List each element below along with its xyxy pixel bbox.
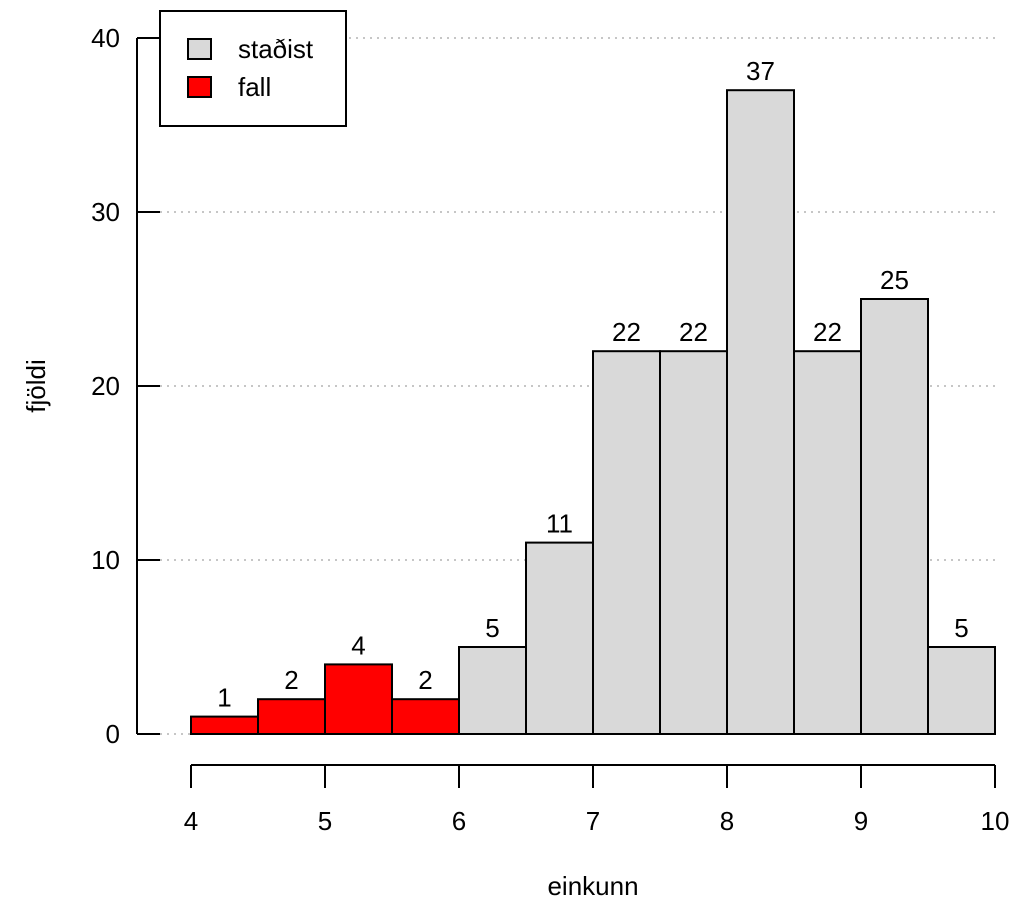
bar-staðist [525,541,594,735]
bar-value-label: 2 [284,665,298,695]
bar-value-label: 5 [485,613,499,643]
bar-value-label: 5 [954,613,968,643]
y-axis-title: fjöldi [21,359,51,412]
bar-fall [324,663,393,736]
bar-staðist [458,646,527,735]
bar-staðist [592,350,661,735]
bar-value-label: 22 [813,317,842,347]
bar-value-label: 22 [679,317,708,347]
y-tick-label: 20 [91,371,120,401]
legend-swatch [187,76,212,98]
x-tick-label: 8 [720,806,734,836]
x-tick-label: 4 [184,806,198,836]
x-axis: 4 5 6 7 8 9 10 [184,764,1010,836]
legend-label: staðist [238,34,314,64]
y-tick-label: 0 [106,719,120,749]
bar-staðist [659,350,728,735]
x-axis-title: einkunn [547,871,638,901]
bar-staðist [793,350,862,735]
x-tick-label: 6 [452,806,466,836]
bar-value-label: 22 [612,317,641,347]
bars [190,89,996,736]
bar-value-label: 25 [880,265,909,295]
bar-staðist [726,89,795,735]
y-tick-label: 30 [91,197,120,227]
bar-fall [257,698,326,736]
bar-staðist [927,646,996,735]
x-tick-label: 7 [586,806,600,836]
x-tick-label: 5 [318,806,332,836]
legend-label: fall [238,72,271,102]
bar-value-label: 1 [217,683,231,713]
bar-staðist [860,298,929,735]
y-tick-label: 10 [91,545,120,575]
y-axis: 0 10 20 30 40 [91,23,160,749]
y-tick-label: 40 [91,23,120,53]
legend-box [159,10,347,127]
bar-fall [190,715,259,735]
x-tick-label: 9 [854,806,868,836]
legend: staðist fall [159,10,347,127]
legend-swatch [187,38,212,60]
bar-value-label: 37 [746,56,775,86]
x-tick-label: 10 [981,806,1010,836]
bar-value-label: 11 [546,509,573,539]
bar-value-label: 2 [418,665,432,695]
bar-value-label: 4 [351,630,365,660]
bar-fall [391,698,460,736]
